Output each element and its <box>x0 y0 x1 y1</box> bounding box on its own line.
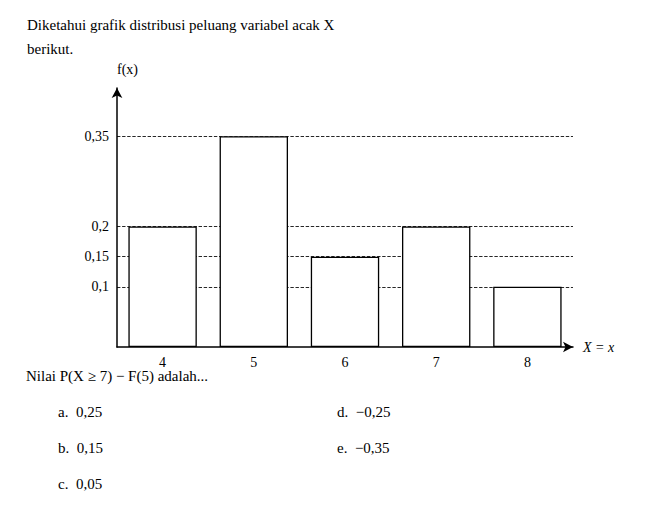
svg-text:d. −0,25: d. −0,25 <box>337 404 390 420</box>
svg-text:5: 5 <box>250 355 257 370</box>
svg-text:0,1: 0,1 <box>92 279 110 294</box>
svg-text:a. 0,25: a. 0,25 <box>58 404 102 420</box>
svg-text:8: 8 <box>524 355 531 370</box>
svg-text:X = x: X = x <box>582 340 615 355</box>
svg-text:7: 7 <box>433 355 440 370</box>
svg-text:berikut.: berikut. <box>27 41 73 57</box>
svg-text:0,2: 0,2 <box>92 219 110 234</box>
svg-text:Diketahui grafik distribusi pe: Diketahui grafik distribusi peluang vari… <box>27 17 335 33</box>
svg-text:Nilai P(X ≥ 7) − F(5) adalah..: Nilai P(X ≥ 7) − F(5) adalah... <box>26 368 208 385</box>
svg-text:c. 0,05: c. 0,05 <box>58 476 102 492</box>
svg-text:4: 4 <box>159 355 166 370</box>
svg-text:b. 0,15: b. 0,15 <box>58 440 103 456</box>
svg-text:0,35: 0,35 <box>85 129 110 144</box>
svg-text:0,15: 0,15 <box>85 249 110 264</box>
svg-text:f(x): f(x) <box>117 62 138 78</box>
svg-text:e. −0,35: e. −0,35 <box>337 440 390 456</box>
svg-text:6: 6 <box>342 355 349 370</box>
